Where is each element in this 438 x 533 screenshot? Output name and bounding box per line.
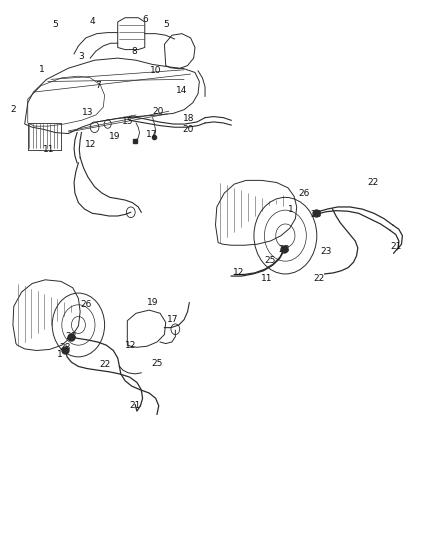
Text: 26: 26	[80, 300, 92, 309]
Text: 25: 25	[151, 359, 162, 368]
Text: 26: 26	[298, 189, 310, 198]
Text: 7: 7	[95, 81, 100, 90]
Text: 19: 19	[109, 132, 120, 141]
Text: 25: 25	[265, 256, 276, 264]
Text: 17: 17	[145, 130, 157, 139]
Text: 22: 22	[313, 273, 324, 282]
Text: 1: 1	[57, 350, 63, 359]
Text: 1: 1	[288, 205, 294, 214]
Text: 1: 1	[39, 66, 45, 74]
Text: 20: 20	[152, 107, 163, 116]
Text: 8: 8	[131, 47, 137, 55]
Text: 14: 14	[176, 85, 187, 94]
Text: 6: 6	[142, 15, 148, 24]
Text: 5: 5	[164, 20, 170, 29]
Text: 18: 18	[183, 114, 194, 123]
Text: 21: 21	[130, 401, 141, 410]
Text: 11: 11	[261, 273, 273, 282]
Text: 22: 22	[367, 178, 378, 187]
Text: 23: 23	[320, 247, 332, 256]
Text: 3: 3	[78, 52, 85, 61]
Text: 13: 13	[82, 108, 94, 117]
Text: 28: 28	[66, 332, 77, 341]
Text: 17: 17	[167, 315, 179, 324]
Text: 12: 12	[125, 341, 137, 350]
Text: 4: 4	[89, 18, 95, 27]
Text: 5: 5	[53, 20, 58, 29]
Text: 28: 28	[60, 343, 71, 352]
Text: 12: 12	[233, 269, 244, 277]
Text: 2: 2	[10, 105, 16, 114]
Text: 15: 15	[122, 117, 133, 126]
Text: 11: 11	[43, 145, 54, 154]
Text: 20: 20	[183, 125, 194, 134]
Text: 12: 12	[85, 140, 96, 149]
Text: 28: 28	[310, 210, 321, 219]
Text: 22: 22	[99, 360, 110, 369]
Text: 10: 10	[150, 67, 162, 75]
Text: 28: 28	[278, 245, 290, 254]
Text: 21: 21	[390, 242, 402, 251]
Text: 19: 19	[147, 298, 159, 307]
